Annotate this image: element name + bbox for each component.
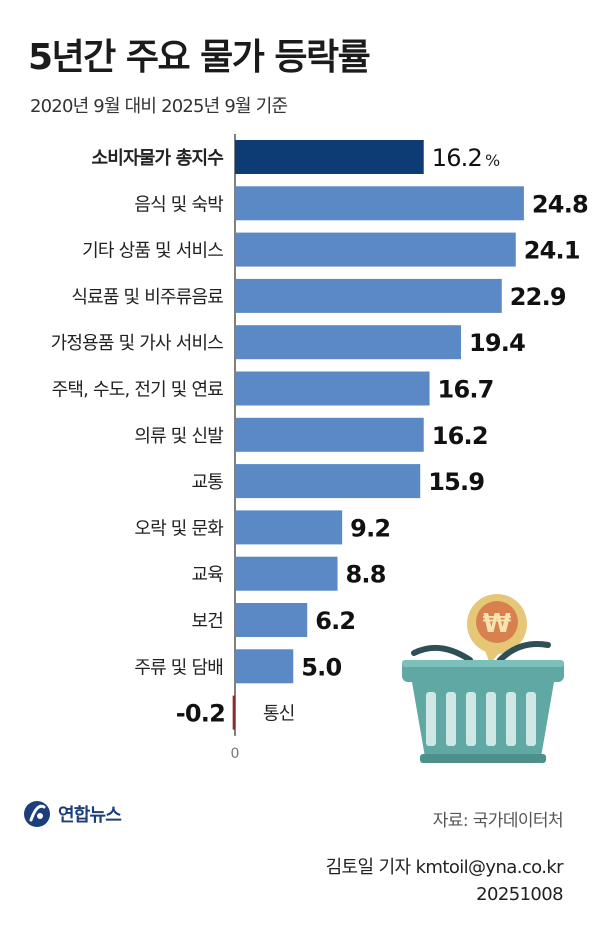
category-label: 기타 상품 및 서비스 (82, 241, 223, 262)
bar (235, 510, 343, 545)
category-label: 식료품 및 비주류음료 (71, 287, 223, 308)
bar (232, 695, 235, 730)
value-label: 6.2 (315, 607, 355, 635)
chart-title: 5년간 주요 물가 등락률 (28, 37, 371, 78)
bar-chart: ₩ 0 소비자물가 총지수 16.2 % 음식 및 숙박 24.8 기타 상품 및 서비스 2… (51, 134, 589, 763)
value-label: 22.9 (510, 283, 566, 311)
chart-subtitle: 2020년 9월 대비 2025년 9월 기준 (30, 96, 288, 117)
logo-text: 연합뉴스 (58, 805, 122, 826)
category-label: 통신 (263, 704, 295, 725)
yonhap-logo: 연합뉴스 (22, 796, 122, 832)
won-symbol: ₩ (483, 609, 512, 639)
value-label: 8.8 (346, 561, 386, 589)
bar (235, 556, 338, 591)
value-label: 24.1 (524, 237, 580, 265)
value-label: 24.8 (532, 190, 588, 218)
category-label: 오락 및 문화 (134, 518, 223, 539)
category-label: 음식 및 숙박 (134, 194, 223, 215)
bar (235, 603, 308, 637)
bar (235, 232, 516, 267)
category-label: 주류 및 담배 (134, 657, 223, 678)
category-label: 소비자물가 총지수 (91, 148, 223, 169)
shopping-basket-won-icon: ₩ (402, 594, 564, 763)
yonhap-logo-icon (24, 801, 50, 827)
value-label: 9.2 (350, 514, 390, 542)
bar (235, 186, 524, 221)
category-label: 보건 (191, 611, 223, 632)
value-label: 16.7 (438, 376, 494, 404)
bar (235, 325, 462, 360)
bar (235, 649, 294, 684)
bar (235, 371, 430, 406)
bar (235, 464, 421, 499)
category-label: 교육 (191, 565, 223, 586)
value-unit-label: % (485, 151, 500, 170)
bar (235, 417, 424, 452)
category-label: 가정용품 및 가사 서비스 (51, 333, 224, 354)
value-label: 16.2 (432, 144, 482, 172)
bar (235, 140, 424, 174)
value-label: 16.2 (432, 422, 488, 450)
value-label: -0.2 (176, 700, 225, 728)
category-label: 주택, 수도, 전기 및 연료 (52, 380, 224, 401)
value-label: 15.9 (428, 468, 484, 496)
category-label: 교통 (191, 472, 223, 493)
credit-date: 20251008 (476, 884, 563, 905)
zero-tick-label: 0 (231, 746, 240, 762)
credit-author: 김토일 기자 kmtoil@yna.co.kr (325, 857, 564, 878)
bar (235, 278, 502, 313)
value-label: 19.4 (469, 329, 525, 357)
source-text: 자료: 국가데이터처 (432, 811, 564, 831)
value-label: 5.0 (301, 653, 341, 681)
credit: 김토일 기자 kmtoil@yna.co.kr 20251008 (325, 854, 564, 908)
category-label: 의류 및 신발 (134, 426, 223, 447)
